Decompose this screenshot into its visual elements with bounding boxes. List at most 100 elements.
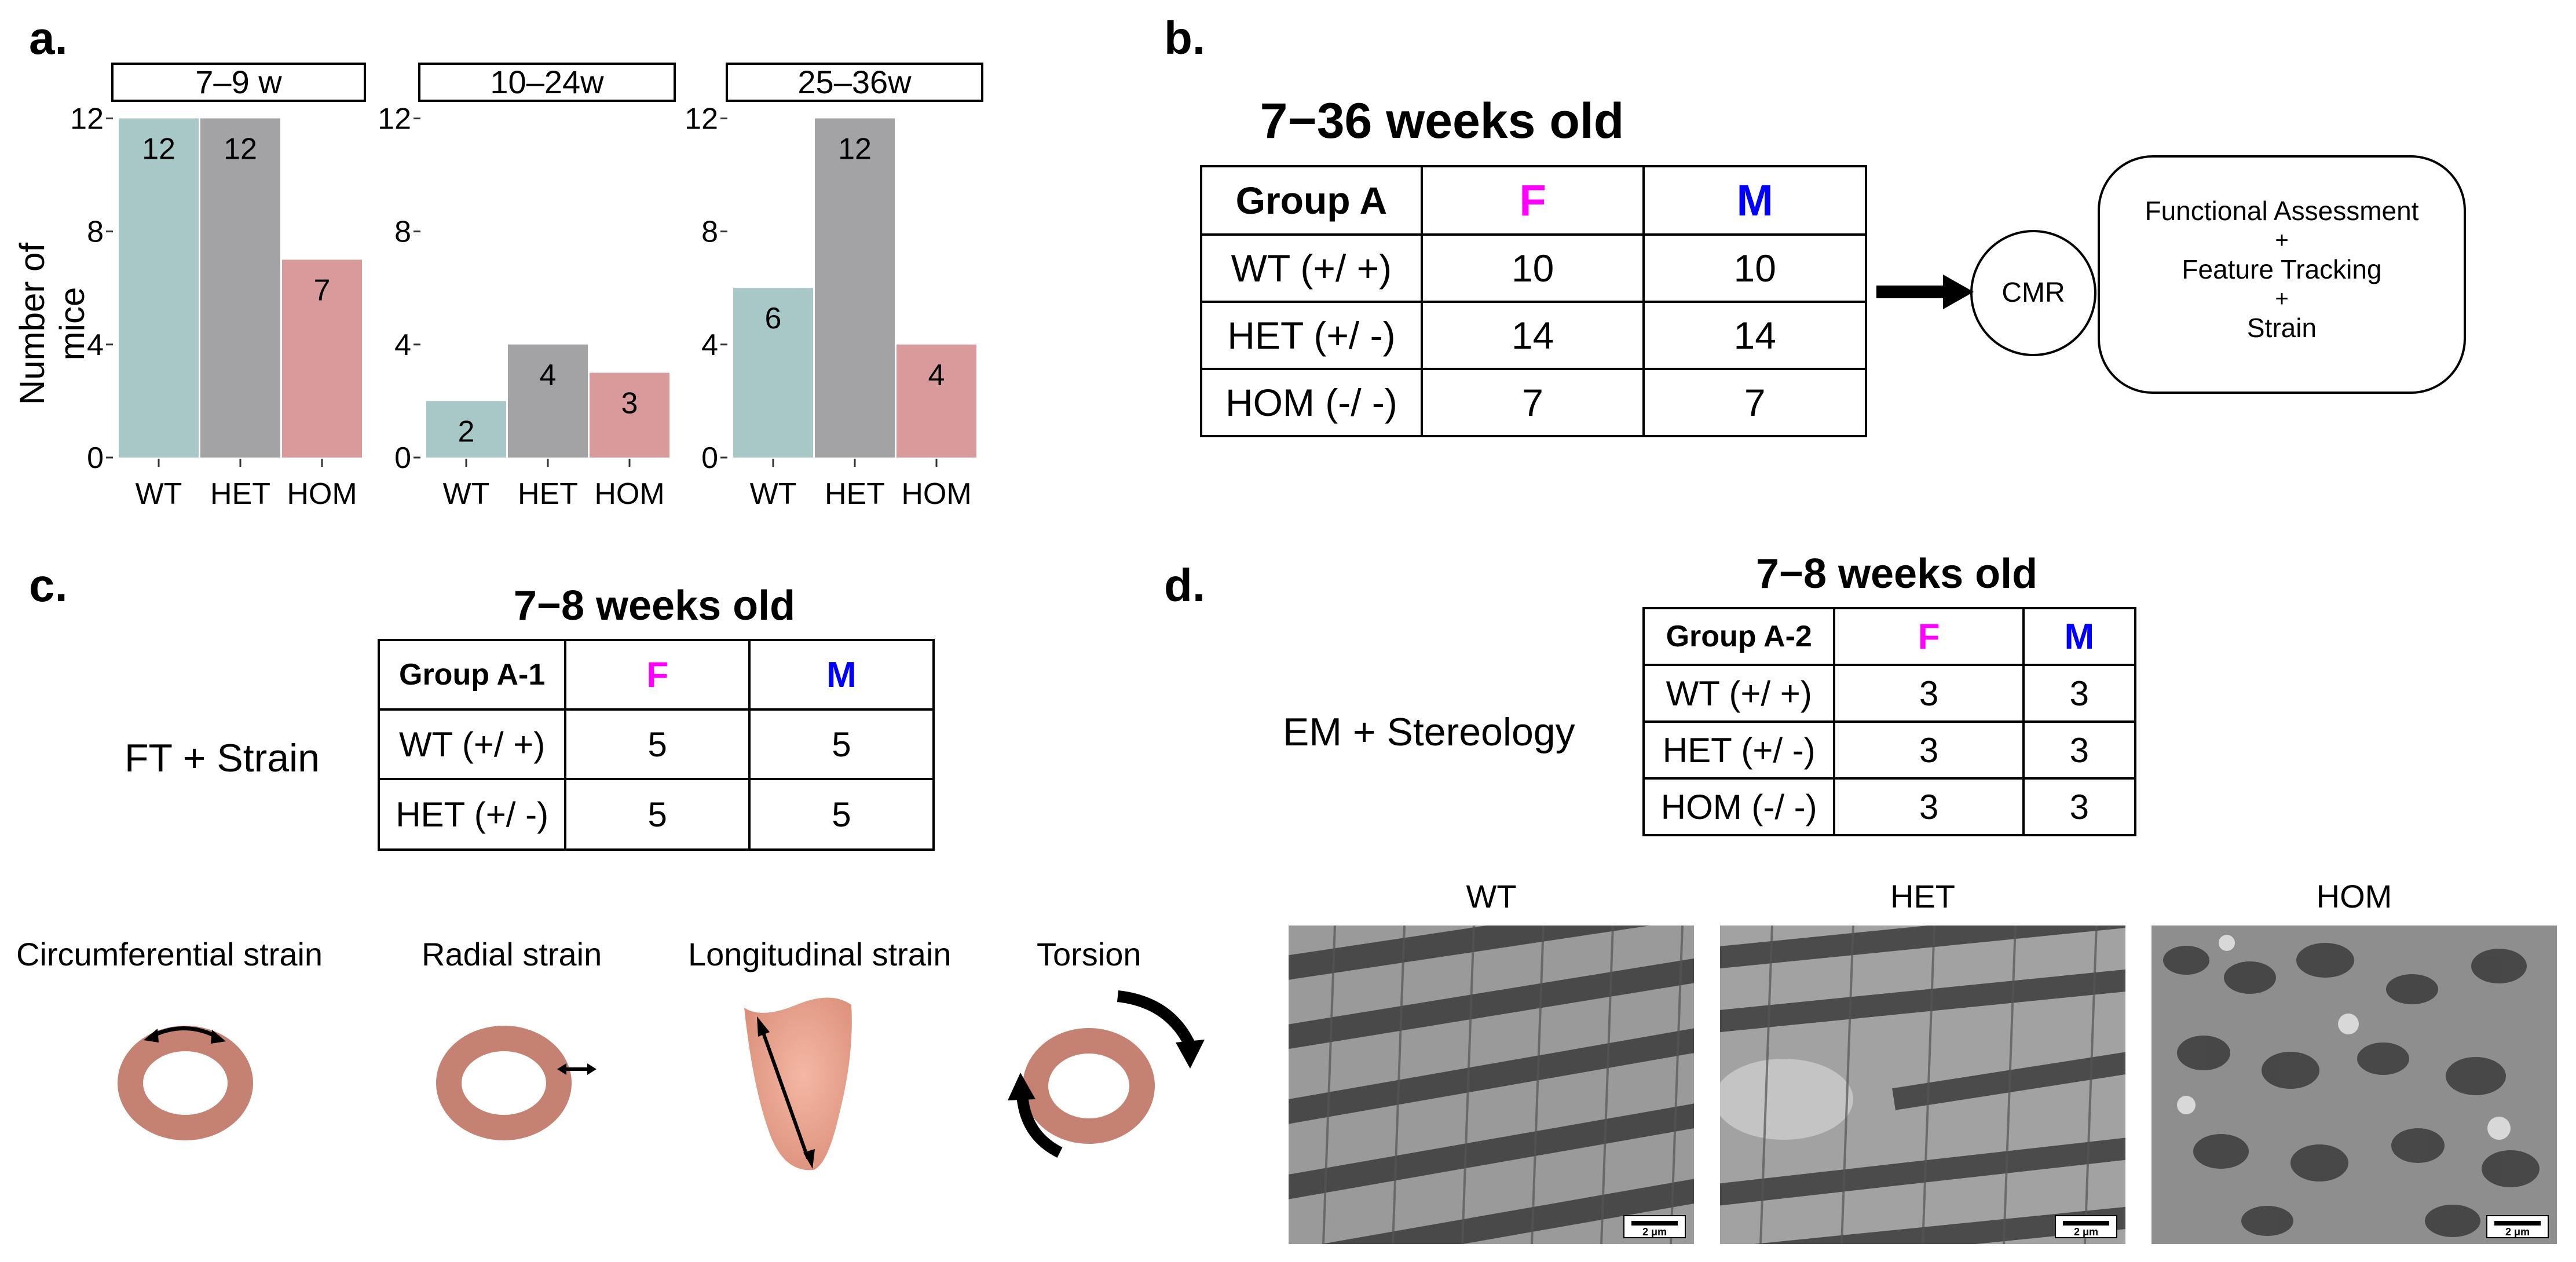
cell-value: 3 (1833, 720, 2025, 780)
y-tick-label: 8 (87, 215, 104, 249)
scale-bar: 2 μm (2055, 1215, 2117, 1238)
panel-d-table: Group A-2 F M WT (+/ +) 3 3 HET (+/ -) 3… (1642, 607, 2137, 836)
em-image-het: 2 μm (1720, 926, 2125, 1244)
panel-b-table: Group A F M WT (+/ +) 10 10 HET (+/ -) 1… (1200, 165, 1867, 437)
y-tick-label: 12 (378, 102, 411, 136)
circumferential-ring-icon (118, 1026, 253, 1140)
longitudinal-heart-icon (744, 997, 852, 1170)
scale-bar-label: 2 μm (2505, 1226, 2530, 1238)
panel-a-label: a. (29, 12, 68, 64)
bar-value-label: 4 (928, 359, 945, 392)
y-tick-label: 0 (701, 441, 718, 475)
y-tick-label: 8 (701, 215, 718, 249)
arrow-icon (1876, 275, 1974, 309)
x-tick-label: WT (136, 477, 182, 511)
bar-value-label: 12 (838, 132, 872, 166)
cell-value: 3 (1833, 664, 2025, 723)
cell-value: 14 (1642, 301, 1867, 370)
x-tick-label: HET (210, 477, 270, 511)
row-label: WT (+/ +) (377, 708, 567, 780)
cell-value: 5 (748, 708, 935, 780)
bar-value-label: 7 (314, 273, 331, 307)
cell-value: 3 (1833, 777, 2025, 836)
cell-value: 10 (1420, 233, 1645, 303)
em-title-het: HET (1890, 878, 1955, 915)
bar-het (200, 118, 280, 458)
y-tick-label: 12 (70, 102, 104, 136)
torsion-ring-icon (1008, 990, 1205, 1158)
header-f: F (564, 639, 751, 711)
bar-hom (897, 344, 976, 458)
bar-value-label: 4 (540, 359, 557, 392)
header-m: M (2022, 607, 2137, 666)
cell-value: 7 (1642, 368, 1867, 437)
scale-bar: 2 μm (2486, 1215, 2549, 1238)
row-label: HOM (-/ -) (1642, 777, 1836, 836)
bar-value-label: 12 (142, 132, 175, 166)
x-tick-label: HOM (287, 477, 357, 511)
radial-label: Radial strain (422, 936, 602, 972)
cell-value: 7 (1420, 368, 1645, 437)
y-tick-label: 8 (394, 215, 411, 249)
facet-strip-7-9w: 7–9 w (111, 63, 366, 102)
bar-wt (119, 118, 199, 458)
panel-c-table: Group A-1 F M WT (+/ +) 5 5 HET (+/ -) 5… (377, 639, 935, 851)
header-m: M (1642, 165, 1867, 236)
y-tick-label: 4 (394, 328, 411, 362)
cell-value: 10 (1642, 233, 1867, 303)
bar-chart-svg: 0 4 8 12 12 WT 12 HET 7 HOM 0 4 8 12 2 WT 4 HET 3 HOM 0 4 8 12 6… (70, 102, 976, 511)
bar-wt (426, 401, 506, 458)
bar-hom (282, 259, 362, 458)
box-line: + (2275, 286, 2289, 312)
circumferential-label: Circumferential strain (16, 936, 323, 972)
header-f: F (1833, 607, 2025, 666)
y-tick-label: 12 (685, 102, 718, 136)
y-tick-label: 0 (394, 441, 411, 475)
header-group: Group A-2 (1642, 607, 1836, 666)
y-tick-label: 0 (87, 441, 104, 475)
panel-b-title: 7−36 weeks old (1260, 93, 1624, 149)
scale-bar-label: 2 μm (2073, 1226, 2099, 1238)
facet-strip-10-24w: 10–24w (418, 63, 676, 102)
cell-value: 3 (2022, 664, 2137, 723)
panel-c-title: 7−8 weeks old (513, 583, 796, 629)
row-label: WT (+/ +) (1642, 664, 1836, 723)
em-image-hom: 2 μm (2151, 926, 2557, 1244)
x-tick-label: HET (825, 477, 885, 511)
x-tick-label: WT (750, 477, 797, 511)
row-label: HET (+/ -) (1200, 301, 1423, 370)
longitudinal-label: Longitudinal strain (688, 936, 952, 972)
bar-value-label: 2 (458, 415, 475, 448)
bar-wt (733, 288, 813, 458)
cell-value: 5 (564, 778, 751, 851)
cell-value: 3 (2022, 720, 2137, 780)
row-label: HOM (-/ -) (1200, 368, 1423, 437)
x-tick-label: HET (518, 477, 578, 511)
row-label: HET (+/ -) (1642, 720, 1836, 780)
scale-bar: 2 μm (1623, 1215, 1686, 1238)
x-tick-label: HOM (594, 477, 664, 511)
radial-ring-icon (436, 1026, 597, 1140)
cell-value: 5 (564, 708, 751, 780)
row-label: HET (+/ -) (377, 778, 567, 851)
header-m: M (748, 639, 935, 711)
box-line: Strain (2246, 313, 2317, 343)
panel-c-label: c. (29, 559, 68, 611)
bar-value-label: 12 (224, 132, 257, 166)
x-tick-label: WT (443, 477, 490, 511)
row-label: WT (+/ +) (1200, 233, 1423, 303)
box-line: + (2275, 228, 2289, 253)
panel-d-label: d. (1164, 559, 1206, 611)
y-tick-label: 4 (701, 328, 718, 362)
cmr-circle: CMR (1970, 230, 2096, 356)
cell-value: 14 (1420, 301, 1645, 370)
em-title-wt: WT (1466, 878, 1517, 915)
panel-d-title: 7−8 weeks old (1755, 551, 2038, 597)
torsion-label: Torsion (1037, 936, 1141, 972)
bar-value-label: 3 (621, 387, 638, 420)
assessment-box: Functional Assessment + Feature Tracking… (2098, 155, 2466, 394)
panel-b-label: b. (1164, 12, 1206, 64)
facet-strip-25-36w: 25–36w (726, 63, 983, 102)
cell-value: 3 (2022, 777, 2137, 836)
box-line: Functional Assessment (2145, 196, 2419, 226)
